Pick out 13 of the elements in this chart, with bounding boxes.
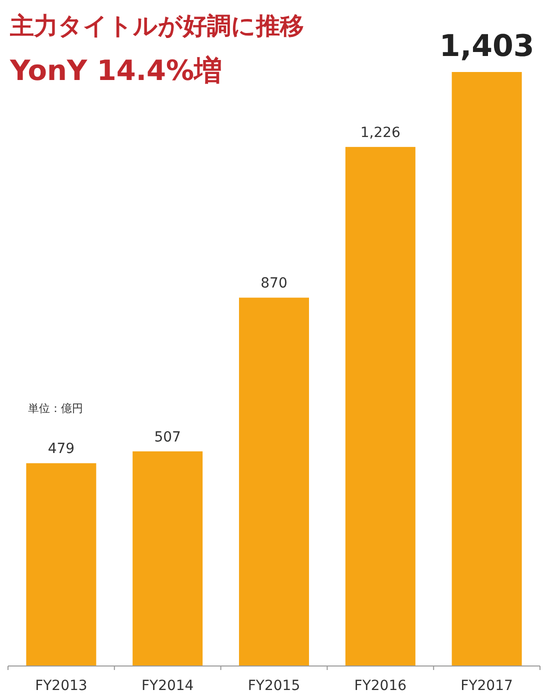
- value-label: 1,403: [439, 29, 534, 64]
- title: 主力タイトルが好調に推移: [10, 12, 304, 40]
- x-tick: FY2017: [460, 678, 513, 694]
- subtitle: YonY 14.4%増: [10, 54, 222, 87]
- x-tick: FY2016: [354, 678, 407, 694]
- value-label: 1,226: [360, 124, 400, 141]
- x-tick: FY2014: [141, 678, 194, 694]
- value-label: 479: [48, 441, 75, 458]
- x-tick: FY2013: [35, 678, 88, 694]
- x-tick: FY2015: [248, 678, 300, 694]
- annotation: 単位：億円: [28, 402, 83, 415]
- value-label: 507: [154, 429, 181, 446]
- value-label: 870: [260, 276, 288, 292]
